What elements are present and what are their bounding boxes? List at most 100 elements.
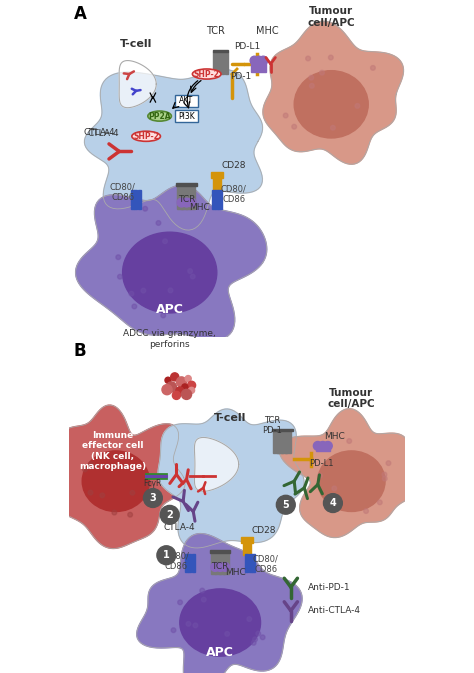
Bar xyxy=(138,190,141,209)
Text: CTLA-4: CTLA-4 xyxy=(164,523,196,532)
Bar xyxy=(213,52,216,74)
Circle shape xyxy=(306,56,310,61)
Text: PD-L1: PD-L1 xyxy=(234,42,260,50)
Text: A: A xyxy=(74,5,87,23)
Circle shape xyxy=(141,288,146,293)
Text: CD80/
CD86: CD80/ CD86 xyxy=(109,183,136,202)
Circle shape xyxy=(171,373,179,381)
Text: AKT: AKT xyxy=(179,96,194,106)
Circle shape xyxy=(347,439,352,444)
Text: MHC: MHC xyxy=(324,432,345,441)
Circle shape xyxy=(323,494,342,513)
Circle shape xyxy=(132,304,137,309)
Bar xyxy=(215,190,218,209)
Bar xyxy=(273,431,279,453)
Text: 4: 4 xyxy=(329,498,336,508)
Circle shape xyxy=(161,313,165,318)
Circle shape xyxy=(156,221,161,225)
Circle shape xyxy=(185,376,191,382)
Circle shape xyxy=(177,198,186,207)
Ellipse shape xyxy=(123,232,217,313)
Circle shape xyxy=(162,385,172,394)
Text: TCR
PD-1: TCR PD-1 xyxy=(263,416,283,435)
Text: TCR: TCR xyxy=(206,26,225,36)
Bar xyxy=(182,185,187,209)
Circle shape xyxy=(247,616,252,621)
Circle shape xyxy=(319,441,327,450)
Text: MHC: MHC xyxy=(190,203,210,212)
Text: CD28: CD28 xyxy=(252,526,276,535)
Text: CD80/
CD86: CD80/ CD86 xyxy=(221,184,246,204)
Circle shape xyxy=(382,472,387,477)
Text: Tumour
cell/APC: Tumour cell/APC xyxy=(328,388,375,409)
Circle shape xyxy=(182,198,191,207)
Bar xyxy=(225,52,228,74)
Circle shape xyxy=(377,500,382,505)
Text: MHC: MHC xyxy=(225,569,246,577)
Bar xyxy=(215,552,220,573)
Bar xyxy=(213,566,227,573)
Text: PD-1: PD-1 xyxy=(230,72,251,81)
Text: SHP-2: SHP-2 xyxy=(194,69,219,79)
Circle shape xyxy=(330,125,335,130)
Circle shape xyxy=(168,288,173,293)
Circle shape xyxy=(116,255,120,260)
Text: TCR: TCR xyxy=(211,562,229,571)
Text: CD28: CD28 xyxy=(221,162,246,170)
Circle shape xyxy=(165,378,171,384)
Circle shape xyxy=(166,382,176,392)
Circle shape xyxy=(188,381,196,389)
Polygon shape xyxy=(137,534,302,673)
Polygon shape xyxy=(194,437,239,491)
Text: Tumour
cell/APC: Tumour cell/APC xyxy=(308,6,355,28)
Circle shape xyxy=(200,588,205,593)
Circle shape xyxy=(191,274,195,279)
Circle shape xyxy=(163,239,167,244)
Bar xyxy=(252,553,255,572)
Circle shape xyxy=(318,473,322,478)
Polygon shape xyxy=(263,22,403,164)
Bar xyxy=(211,172,223,178)
Circle shape xyxy=(323,441,332,450)
Bar xyxy=(217,52,219,74)
Circle shape xyxy=(319,70,324,75)
Circle shape xyxy=(253,637,257,641)
Circle shape xyxy=(332,486,337,491)
Bar xyxy=(210,550,230,553)
Text: PD-L1: PD-L1 xyxy=(309,459,333,468)
Bar xyxy=(212,190,215,209)
Bar xyxy=(246,553,248,572)
Bar xyxy=(273,429,292,431)
Circle shape xyxy=(283,113,288,118)
Circle shape xyxy=(371,65,375,70)
Text: 2: 2 xyxy=(166,510,173,520)
Circle shape xyxy=(182,384,188,390)
Circle shape xyxy=(176,387,184,395)
Bar xyxy=(221,52,224,74)
FancyBboxPatch shape xyxy=(174,96,199,106)
Circle shape xyxy=(328,55,333,60)
Text: TCR: TCR xyxy=(178,195,195,204)
Bar xyxy=(282,431,287,453)
Circle shape xyxy=(189,387,195,393)
Circle shape xyxy=(144,489,162,507)
Ellipse shape xyxy=(294,71,368,138)
Bar xyxy=(190,185,195,209)
Circle shape xyxy=(260,635,265,639)
Circle shape xyxy=(128,512,133,517)
Circle shape xyxy=(386,461,391,466)
Bar xyxy=(223,552,228,573)
Text: MHC: MHC xyxy=(256,26,279,36)
Bar xyxy=(219,552,225,573)
Text: PI3K: PI3K xyxy=(178,112,195,120)
Circle shape xyxy=(186,622,191,627)
Bar xyxy=(285,431,291,453)
Ellipse shape xyxy=(180,589,261,656)
Circle shape xyxy=(187,198,196,207)
Ellipse shape xyxy=(148,111,172,121)
Circle shape xyxy=(225,631,229,636)
Bar xyxy=(219,190,221,209)
Circle shape xyxy=(216,563,225,571)
Bar xyxy=(134,190,137,209)
Bar xyxy=(131,190,134,209)
